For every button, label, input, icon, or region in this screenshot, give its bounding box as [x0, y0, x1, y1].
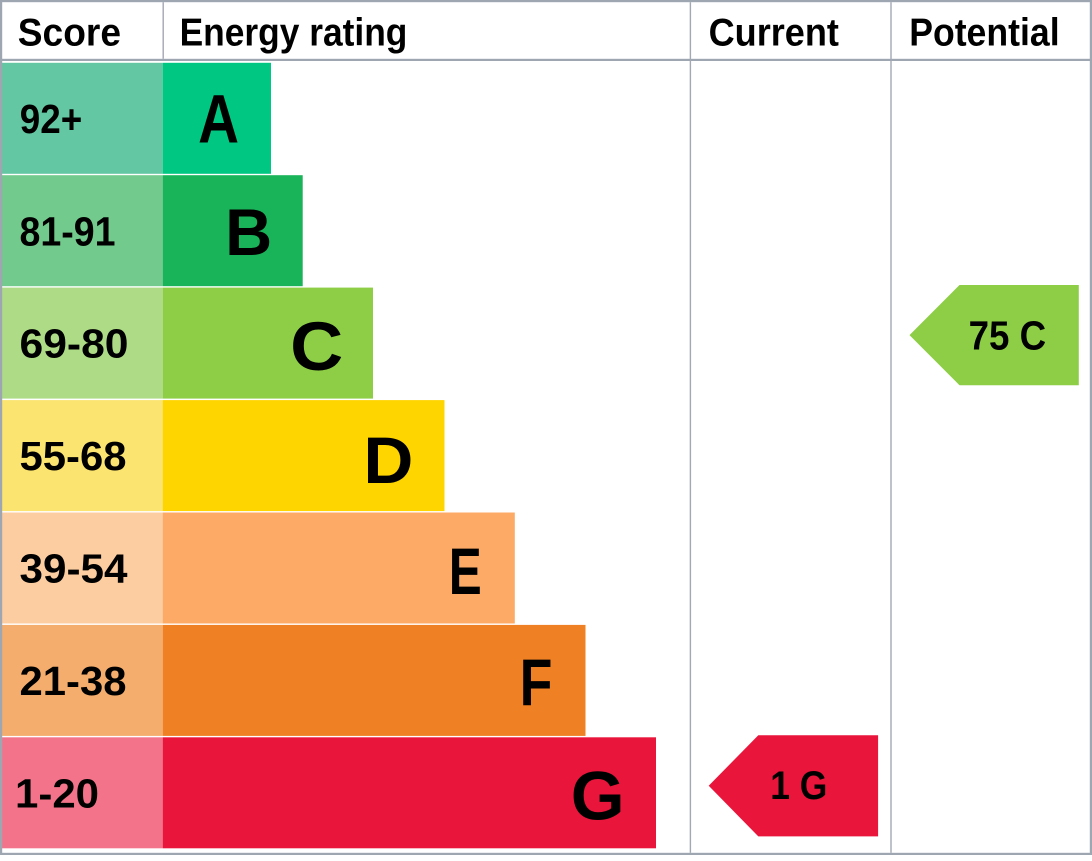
svg-text:Energy rating: Energy rating — [180, 11, 408, 54]
svg-text:39-54: 39-54 — [20, 546, 128, 592]
svg-text:E: E — [449, 534, 482, 608]
svg-text:C: C — [290, 308, 343, 385]
svg-text:92+: 92+ — [20, 96, 83, 142]
svg-text:G: G — [571, 757, 625, 834]
svg-text:A: A — [198, 80, 239, 157]
svg-text:Current: Current — [709, 11, 839, 54]
svg-text:Score: Score — [18, 11, 121, 54]
svg-text:55-68: 55-68 — [20, 433, 127, 479]
svg-text:75 C: 75 C — [969, 313, 1047, 359]
svg-text:B: B — [225, 195, 272, 269]
svg-text:Potential: Potential — [909, 11, 1059, 54]
svg-text:1 G: 1 G — [770, 764, 827, 808]
svg-text:81-91: 81-91 — [20, 208, 116, 254]
svg-text:F: F — [520, 645, 553, 719]
svg-text:69-80: 69-80 — [20, 321, 129, 367]
svg-text:21-38: 21-38 — [20, 658, 127, 704]
svg-text:1-20: 1-20 — [15, 770, 99, 816]
svg-text:D: D — [363, 423, 413, 497]
